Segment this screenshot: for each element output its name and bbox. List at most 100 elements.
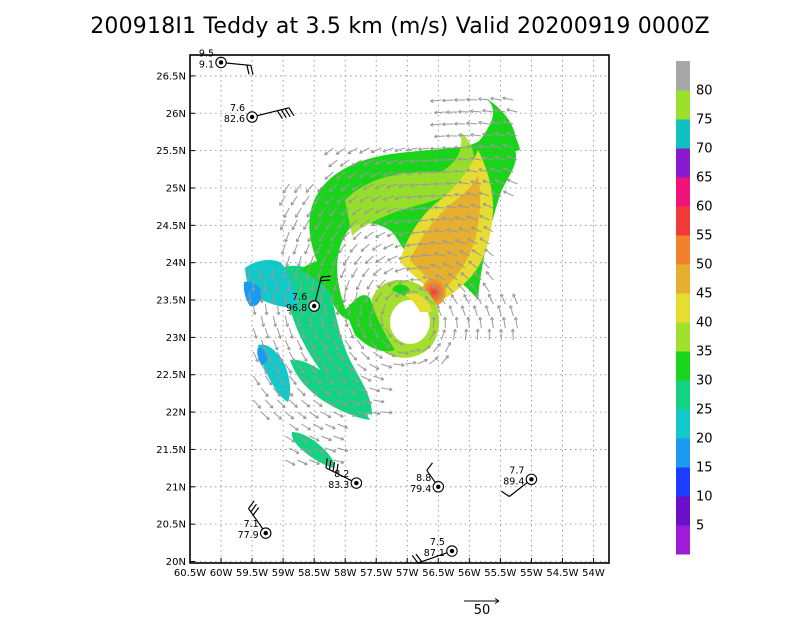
wind-vector-head xyxy=(484,248,488,253)
wind-vector xyxy=(466,98,478,101)
wind-vector-head xyxy=(478,144,482,149)
reference-arrowhead xyxy=(494,598,500,604)
station-bottom-value: 79.4 xyxy=(410,484,431,495)
colorbar-swatch xyxy=(676,496,690,526)
wind-vector-head xyxy=(470,282,474,287)
wind-vector xyxy=(454,170,466,173)
wind-vector xyxy=(279,195,286,206)
wind-vector xyxy=(372,267,382,276)
wind-vector-head xyxy=(337,224,342,229)
wind-vector xyxy=(466,192,478,197)
wind-vector xyxy=(497,305,502,317)
wind-vector-head xyxy=(325,225,330,230)
wind-vector xyxy=(285,411,295,420)
wind-vector-head xyxy=(434,228,438,233)
wind-vector-head xyxy=(398,160,402,164)
wind-vector-head xyxy=(366,356,370,360)
lon-tick-label: 56.5W xyxy=(422,568,454,579)
wind-vector xyxy=(455,261,466,269)
wind-vector xyxy=(264,327,270,339)
wind-vector xyxy=(293,243,298,255)
wind-vector xyxy=(366,279,374,290)
wind-vector-head xyxy=(297,323,302,328)
wind-vector xyxy=(300,327,306,339)
wind-vector xyxy=(264,351,271,363)
wind-vector xyxy=(276,327,282,339)
wind-vector xyxy=(479,215,490,221)
wind-vector-head xyxy=(286,287,291,292)
wind-vector xyxy=(294,267,298,279)
wind-vector-head xyxy=(290,201,295,206)
wind-vector xyxy=(260,363,268,374)
wind-vector-head xyxy=(360,248,365,252)
station-top-value: 8.2 xyxy=(334,469,349,480)
plot-frame xyxy=(189,54,610,564)
wind-vector-head xyxy=(373,345,377,349)
wind-vector-head xyxy=(401,363,405,367)
wind-vector xyxy=(406,171,418,175)
wind-vector xyxy=(334,279,338,291)
wind-vector xyxy=(398,183,410,188)
colorbar-label: 10 xyxy=(696,490,713,505)
wind-vector xyxy=(324,171,334,180)
wind-vector-head xyxy=(368,400,373,405)
wind-vector-head xyxy=(479,237,484,242)
wind-vector xyxy=(485,271,494,281)
wind-vector xyxy=(506,155,518,161)
station-top-value: 7.7 xyxy=(509,465,524,476)
wind-vector-head xyxy=(290,335,294,339)
wind-barb-feather xyxy=(320,279,330,282)
wind-vector-head xyxy=(282,275,287,280)
wind-vector xyxy=(383,219,394,225)
wind-vector xyxy=(494,179,506,185)
colorbar-swatch xyxy=(676,177,690,207)
wind-vector xyxy=(281,243,286,255)
wind-vector xyxy=(308,363,317,374)
wind-vector xyxy=(349,375,359,383)
wind-vector xyxy=(295,207,302,218)
wind-vector xyxy=(315,243,322,255)
wind-vector xyxy=(332,339,340,350)
wind-vector xyxy=(483,226,494,233)
wind-barb-feather xyxy=(426,462,433,471)
station-top-value: 7.6 xyxy=(230,103,245,114)
wind-vector xyxy=(289,423,299,431)
wind-vector-head xyxy=(300,311,305,316)
wind-vector-head xyxy=(372,272,377,276)
wind-vector-head xyxy=(325,369,329,373)
wind-vector-head xyxy=(327,414,332,418)
eye-yellow xyxy=(405,293,432,312)
wind-vector xyxy=(431,285,442,293)
wind-vector xyxy=(300,375,309,385)
wind-vector-head xyxy=(388,364,393,369)
wind-vector xyxy=(361,399,372,404)
station-dot xyxy=(529,477,534,482)
wind-vector-head xyxy=(430,194,434,198)
stations-layer: 9.59.17.682.67.696.88.283.38.879.47.789.… xyxy=(199,48,538,564)
wind-vector-head xyxy=(434,158,438,163)
wind-vector-head xyxy=(318,403,323,408)
wind-vector xyxy=(406,267,418,270)
wind-vector xyxy=(296,363,305,374)
wind-vector-head xyxy=(282,189,287,194)
wind-vector xyxy=(264,399,274,409)
wind-vector-head xyxy=(317,213,322,218)
wind-vector-head xyxy=(375,298,379,302)
wind-vector-head xyxy=(351,162,356,167)
station-marker: 7.177.9 xyxy=(238,500,272,541)
wind-vector xyxy=(490,144,502,149)
wind-vector xyxy=(248,291,251,304)
wind-vector xyxy=(482,110,494,113)
wind-vector-head xyxy=(364,389,368,394)
wind-vector-head xyxy=(398,280,402,285)
wind-vector-head xyxy=(512,293,516,298)
wind-vector xyxy=(321,387,331,396)
wind-vector xyxy=(329,207,338,217)
wind-vector-head xyxy=(324,176,329,180)
wind-vector xyxy=(466,169,478,173)
wind-vector xyxy=(502,97,514,101)
wind-vector xyxy=(459,250,470,257)
wind-vector xyxy=(362,267,370,277)
wind-vector-head xyxy=(344,448,349,453)
wind-vector xyxy=(435,274,446,281)
